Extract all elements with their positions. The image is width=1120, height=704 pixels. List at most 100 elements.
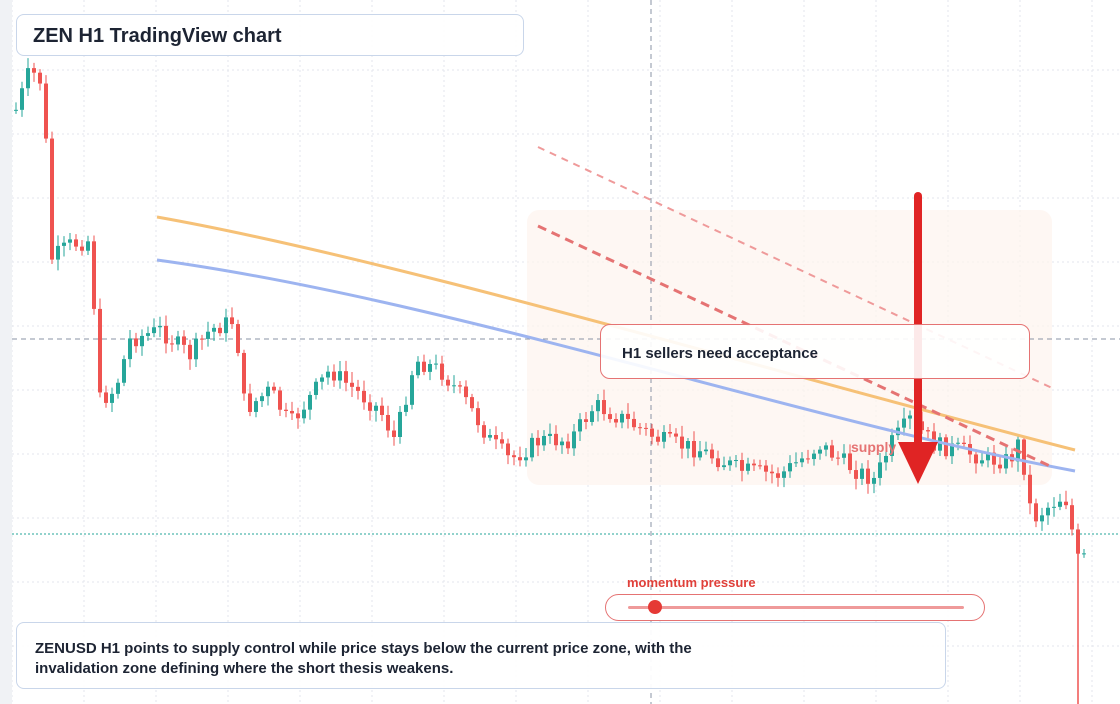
candle-body [290,410,294,414]
candle-body [872,477,876,484]
candle-body [548,433,552,436]
candle-body [62,242,66,246]
candle-body [140,335,144,347]
candle-body [986,452,990,461]
candle-body [92,241,96,309]
candle-body [104,392,108,403]
candle-body [404,404,408,412]
candle-body [284,409,288,411]
candle-body [728,460,732,466]
candle-body [926,430,930,432]
candle-body [1064,501,1068,506]
candle-body [494,435,498,440]
candle-body [146,333,150,336]
candle-body [302,409,306,419]
candle-body [386,414,390,431]
candle-body [410,375,414,405]
candles [14,58,1086,704]
candle-body [452,385,456,387]
candle-body [464,386,468,398]
candle-body [530,437,534,458]
candle-body [578,419,582,432]
candle-body [560,441,564,446]
candle-body [266,386,270,397]
supply-label: supply [851,439,897,455]
candle-body [524,457,528,461]
candle-body [680,436,684,449]
candle-body [740,460,744,471]
candle-body [602,400,606,415]
candle-body [1040,515,1044,522]
candle-body [344,371,348,383]
candle-body [446,379,450,386]
candle-body [662,432,666,442]
candle-body [254,401,258,412]
candle-body [746,463,750,471]
candle-body [416,361,420,376]
candle-body [1046,507,1050,516]
chart-title: ZEN H1 TradingView chart [33,25,282,47]
candle-body [770,471,774,474]
candle-body [818,449,822,454]
candle-body [830,445,834,458]
candle-body [1004,454,1008,469]
candle-body [806,458,810,460]
candle-body [368,402,372,411]
candle-body [764,465,768,472]
candle-body [884,455,888,463]
summary-text: ZENUSD H1 points to supply control while… [35,640,692,677]
candle-body [206,331,210,339]
candle-body [362,390,366,403]
candle-body [962,442,966,445]
candle-body [632,418,636,428]
callout-box: H1 sellers need acceptance [600,324,1030,379]
candle-body [944,437,948,457]
candle-body [218,327,222,334]
candle-body [74,239,78,247]
candle-body [704,449,708,452]
candle-body [44,83,48,139]
bearish-arrow-head [898,442,938,484]
left-scale-strip [0,0,12,704]
candle-body [260,396,264,402]
candle-body [1034,503,1038,522]
candle-body [668,432,672,434]
candle-body [542,435,546,446]
candle-body [224,317,228,334]
candle-body [392,430,396,437]
candle-body [38,72,42,84]
title-card: ZEN H1 TradingView chart [16,14,524,56]
candle-body [794,462,798,464]
candle-body [998,464,1002,469]
candle-body [836,457,840,459]
candle-body [566,441,570,449]
candle-body [1082,553,1086,555]
candle-body [278,390,282,410]
candle-body [476,408,480,426]
candle-body [164,325,168,344]
candle-body [458,385,462,387]
candle-body [56,245,60,260]
candle-body [878,462,882,478]
candle-body [608,414,612,420]
candle-body [398,411,402,437]
candle-body [992,452,996,465]
candle-body [422,361,426,372]
candle-body [434,363,438,365]
candle-body [134,338,138,347]
candle-body [536,437,540,446]
candle-body [716,458,720,468]
momentum-label: momentum pressure [627,575,756,590]
candle-body [122,359,126,383]
candle-body [194,338,198,360]
candle-body [428,364,432,372]
candle-body [374,405,378,411]
candle-body [1022,439,1026,475]
downtrend-line-lower [537,224,1053,469]
momentum-gauge [605,594,985,621]
candle-body [908,415,912,419]
candle-body [722,465,726,468]
candle-body [824,445,828,450]
candle-body [242,352,246,394]
candle-body [380,405,384,415]
